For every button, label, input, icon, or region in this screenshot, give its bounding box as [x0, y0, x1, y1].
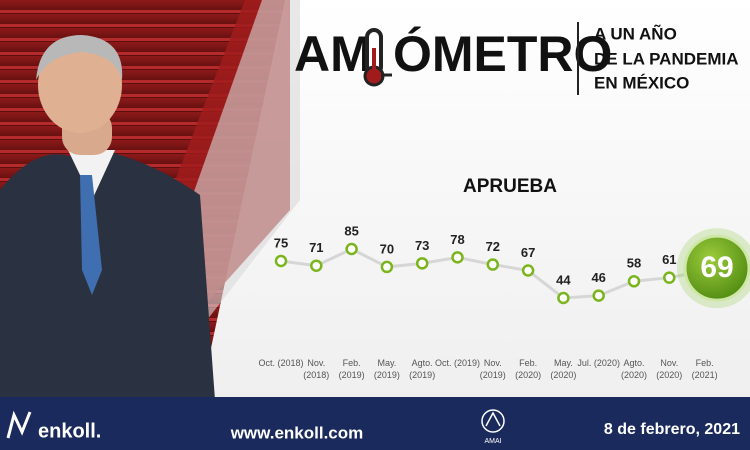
x-tick-label: Feb. (2021) [691, 358, 718, 380]
marker [627, 275, 641, 288]
amai-logo [481, 409, 505, 433]
x-tick-label: May. (2020) [550, 358, 577, 380]
url: www.enkoll.com [230, 423, 364, 442]
x-tick-label: Nov. (2019) [479, 358, 506, 380]
title-right: ÓMETRO [393, 26, 612, 82]
subtitle: EN MÉXICO [594, 73, 689, 92]
marker [345, 242, 358, 256]
value-label: 70 [380, 241, 394, 256]
value-label: 73 [415, 238, 429, 253]
enkoll-logo [6, 410, 32, 439]
person [0, 35, 215, 400]
value-label: 67 [521, 245, 535, 260]
value-label: 44 [556, 272, 571, 287]
line [280, 247, 718, 300]
x-tick-label: Nov. (2018) [303, 358, 330, 380]
value-label: 72 [486, 239, 500, 254]
value-label: 69 [700, 251, 733, 284]
value-label: 71 [309, 240, 323, 255]
x-tick-label: Agto. (2019) [409, 358, 436, 380]
marker [557, 291, 570, 305]
value-label: 78 [450, 232, 464, 247]
amai-text: AMAI [484, 438, 501, 445]
x-tick-label: Feb. (2019) [338, 358, 365, 380]
marker [380, 260, 394, 274]
thermometer-icon [363, 28, 392, 87]
value-label: 46 [591, 270, 605, 285]
x-tick-label: May. (2019) [373, 358, 400, 380]
title-left: AM [294, 26, 372, 82]
marker [310, 259, 323, 272]
marker [274, 254, 288, 268]
marker [683, 234, 750, 302]
value-label: 75 [274, 235, 288, 250]
marker [521, 264, 535, 277]
subtitle: DE LA PANDEMIA [594, 49, 739, 68]
subtitle: A UN AÑO [594, 23, 677, 43]
amai-logo [485, 411, 501, 427]
x-tick-label: Jul. (2020) [577, 358, 620, 368]
value-label: 85 [344, 223, 358, 238]
chart-title: APRUEBA [463, 176, 557, 197]
brand: enkoll. [38, 420, 101, 442]
marker [451, 251, 464, 264]
footer-bar [0, 397, 750, 450]
x-tick-label: Oct. (2019) [434, 358, 481, 368]
x-tick-label: Oct. (2018) [258, 358, 304, 368]
x-tick-label: Agto. (2020) [620, 358, 647, 380]
value-label: 58 [627, 256, 641, 271]
x-tick-label: Nov. (2020) [656, 358, 683, 380]
value-label: 61 [662, 252, 676, 267]
date: 8 de febrero, 2021 [604, 421, 740, 438]
marker [592, 289, 605, 302]
marker [415, 257, 429, 270]
marker [486, 258, 500, 271]
x-tick-label: Feb. (2020) [515, 358, 542, 380]
marker [663, 271, 676, 284]
